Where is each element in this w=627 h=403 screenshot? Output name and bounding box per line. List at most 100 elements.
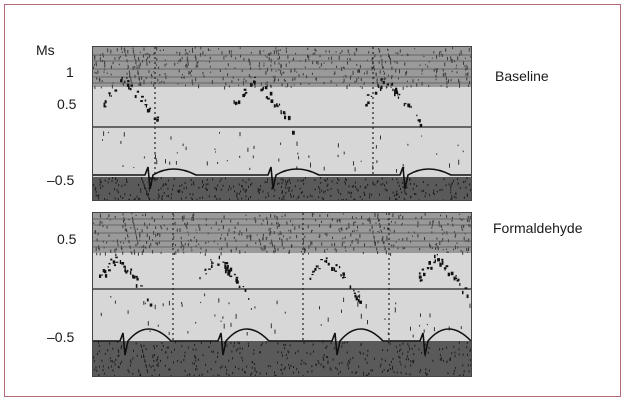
noise-speck [413, 231, 415, 234]
noise-speck [104, 64, 106, 68]
noise-speck [109, 342, 111, 345]
noise-speck [186, 222, 188, 226]
noise-speck [246, 244, 248, 247]
noise-speck [458, 78, 460, 83]
noise-speck [338, 55, 340, 60]
noise-speck [236, 193, 238, 196]
noise-speck [161, 227, 163, 230]
noise-speck [467, 364, 469, 367]
noise-speck [287, 83, 289, 88]
velocity-dot [119, 260, 122, 264]
noise-speck [145, 246, 147, 249]
noise-speck [142, 181, 144, 184]
noise-speck [331, 56, 332, 60]
noise-speck [446, 248, 447, 250]
velocity-dot [208, 268, 211, 270]
velocity-dot [211, 261, 213, 264]
velocity-dot [262, 87, 264, 91]
noise-speck [206, 188, 207, 191]
noise-speck [95, 63, 97, 67]
noise-speck [294, 185, 296, 188]
velocity-dot [224, 262, 226, 265]
noise-speck [439, 241, 441, 245]
noise-speck [117, 341, 119, 343]
noise-speck [267, 53, 269, 56]
noise-speck [335, 51, 337, 53]
noise-speck [111, 180, 113, 183]
velocity-dot [123, 265, 126, 268]
noise-speck [398, 196, 400, 198]
noise-speck [264, 181, 266, 184]
noise-speck [177, 249, 179, 253]
noise-speck [396, 190, 398, 193]
velocity-dot [250, 83, 252, 87]
velocity-dot [379, 87, 382, 91]
noise-speck [173, 214, 175, 217]
noise-speck [455, 67, 457, 69]
velocity-dot [436, 254, 438, 256]
noise-speck [224, 86, 226, 90]
noise-speck [256, 234, 258, 236]
noise-speck [315, 246, 317, 251]
noise-speck [297, 350, 299, 353]
noise-speck [423, 189, 425, 192]
noise-speck [435, 184, 437, 187]
noise-speck [466, 248, 468, 252]
noise-speck [101, 80, 103, 83]
noise-speck [277, 78, 279, 82]
mid-speck [341, 309, 342, 313]
noise-speck [103, 240, 104, 243]
noise-speck [380, 183, 382, 186]
noise-speck [431, 247, 433, 249]
noise-speck [191, 249, 193, 252]
noise-speck [148, 189, 150, 192]
noise-speck [102, 224, 104, 228]
noise-speck [351, 240, 353, 244]
noise-speck [258, 199, 260, 200]
noise-speck [363, 191, 365, 194]
velocity-dot [282, 111, 286, 115]
noise-speck [355, 217, 357, 219]
noise-speck [470, 364, 471, 367]
noise-speck [288, 61, 290, 64]
noise-speck [138, 76, 140, 80]
noise-speck [441, 53, 442, 56]
noise-speck [375, 222, 377, 224]
noise-speck [245, 79, 247, 83]
noise-speck [153, 71, 155, 73]
noise-speck [137, 252, 139, 256]
noise-speck [139, 62, 141, 67]
noise-speck [237, 341, 239, 344]
noise-speck [135, 342, 137, 345]
noise-speck [313, 350, 314, 353]
noise-speck [130, 251, 132, 254]
velocity-dot [277, 105, 279, 108]
noise-speck [281, 73, 282, 76]
velocity-dot [292, 130, 295, 135]
noise-speck [307, 54, 309, 58]
velocity-dot [134, 95, 137, 99]
noise-speck [327, 183, 329, 186]
noise-speck [348, 53, 350, 56]
noise-speck [126, 230, 128, 233]
mid-speck [168, 331, 170, 336]
noise-speck [151, 216, 153, 220]
velocity-dot [355, 296, 358, 301]
noise-speck [221, 247, 223, 251]
noise-speck [336, 219, 338, 222]
noise-speck [226, 344, 228, 347]
noise-speck [429, 243, 431, 247]
noise-speck [195, 245, 197, 247]
noise-speck [399, 356, 401, 359]
velocity-dot [437, 258, 440, 262]
noise-speck [165, 351, 166, 354]
noise-speck [186, 56, 188, 61]
velocity-dot [115, 253, 117, 256]
noise-speck [290, 229, 292, 234]
noise-speck [242, 80, 244, 82]
noise-speck [228, 228, 230, 232]
noise-speck [223, 56, 225, 60]
noise-speck [329, 225, 331, 228]
mid-speck [327, 317, 329, 322]
noise-speck [161, 195, 163, 198]
